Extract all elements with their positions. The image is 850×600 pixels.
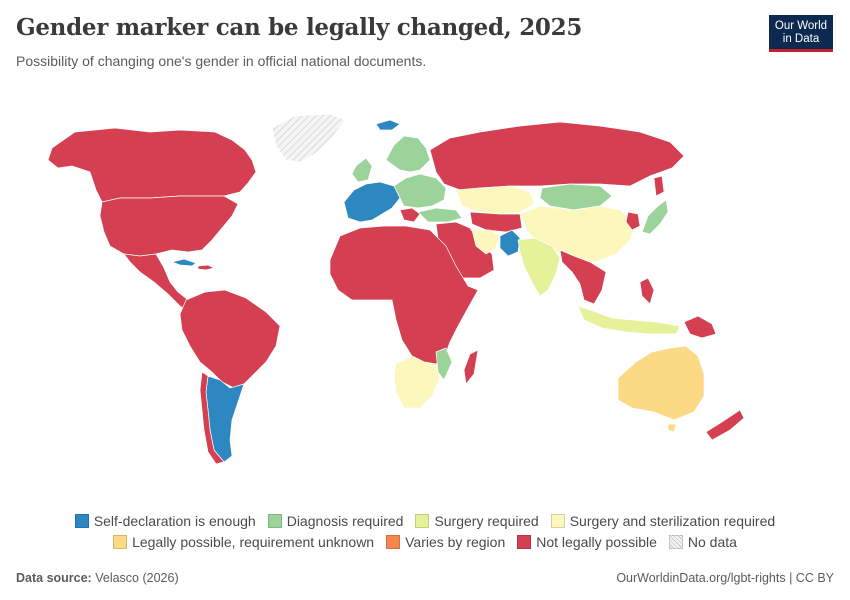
legend-swatch <box>74 514 89 528</box>
footer: Data source: Velasco (2026) OurWorldinDa… <box>16 571 834 585</box>
region-united-states[interactable] <box>99 195 239 257</box>
legend-swatch <box>113 535 128 549</box>
legend-swatch <box>267 514 282 528</box>
legend-label: Surgery and sterilization required <box>569 513 776 529</box>
legend-swatch <box>386 535 401 549</box>
region-kazakhstan[interactable] <box>455 185 535 215</box>
region-russia[interactable] <box>429 121 685 191</box>
region-chile[interactable] <box>199 371 225 465</box>
region-balkans[interactable] <box>399 207 421 223</box>
region-philippines[interactable] <box>639 277 655 305</box>
region-korea[interactable] <box>625 211 641 231</box>
legend-label: Self-declaration is enough <box>93 513 256 529</box>
region-africa[interactable] <box>329 225 479 365</box>
region-western-europe[interactable] <box>343 181 401 223</box>
legend-item-varies[interactable]: Varies by region <box>386 534 505 550</box>
region-cuba[interactable] <box>171 258 197 267</box>
legend-label: Varies by region <box>405 534 506 550</box>
region-canada-alaska[interactable] <box>47 127 257 203</box>
legend-swatch <box>517 535 532 549</box>
legend-label: Surgery required <box>434 513 539 529</box>
legend-item-not-possible[interactable]: Not legally possible <box>517 534 657 550</box>
region-sakhalin[interactable] <box>653 175 665 197</box>
region-caribbean[interactable] <box>197 264 215 271</box>
region-myanmar-thailand[interactable] <box>559 249 607 305</box>
region-japan[interactable] <box>641 199 669 235</box>
legend-item-self-declaration[interactable]: Self-declaration is enough <box>74 513 256 529</box>
region-pakistan[interactable] <box>499 229 521 257</box>
logo-line-2: in Data <box>782 33 820 45</box>
legend-label: Diagnosis required <box>286 513 404 529</box>
legend-row-2: Legally possible, requirement unknown Va… <box>0 534 850 550</box>
region-tasmania[interactable] <box>667 423 677 433</box>
region-india[interactable] <box>517 237 561 297</box>
owid-logo[interactable]: Our World in Data <box>769 15 833 52</box>
region-australia[interactable] <box>617 345 705 421</box>
legend-item-diagnosis[interactable]: Diagnosis required <box>267 513 404 529</box>
region-south-america-north[interactable] <box>179 289 281 389</box>
legend-label: Not legally possible <box>536 534 657 550</box>
region-southern-africa[interactable] <box>393 355 441 409</box>
region-papua-new-guinea[interactable] <box>683 315 717 339</box>
world-map[interactable] <box>0 100 850 500</box>
region-central-asia[interactable] <box>469 211 523 233</box>
region-scandinavia[interactable] <box>385 135 431 173</box>
region-uk-ireland[interactable] <box>351 157 373 183</box>
region-iran-afghanistan[interactable] <box>471 229 501 255</box>
chart-title: Gender marker can be legally changed, 20… <box>16 14 583 41</box>
source-value[interactable]: Velasco (2026) <box>95 571 179 585</box>
legend-item-surgery-sterilization[interactable]: Surgery and sterilization required <box>550 513 776 529</box>
legend-label: Legally possible, requirement unknown <box>132 534 375 550</box>
legend-swatch <box>668 535 683 549</box>
legend-item-no-data[interactable]: No data <box>668 534 737 550</box>
region-mozambique[interactable] <box>435 347 453 381</box>
region-greenland[interactable] <box>271 113 346 163</box>
region-indonesia[interactable] <box>577 305 681 335</box>
region-new-zealand[interactable] <box>705 409 745 441</box>
region-iceland[interactable] <box>375 119 401 131</box>
legend-swatch <box>550 514 565 528</box>
legend-swatch <box>415 514 430 528</box>
legend-label: No data <box>687 534 737 550</box>
logo-line-1: Our World <box>774 20 828 32</box>
legend-item-surgery[interactable]: Surgery required <box>415 513 539 529</box>
region-turkey[interactable] <box>417 207 463 223</box>
region-madagascar[interactable] <box>463 349 479 385</box>
region-central-eastern-europe[interactable] <box>393 173 447 209</box>
source-url[interactable]: OurWorldinData.org/lgbt-rights | CC BY <box>616 571 834 585</box>
legend: Self-declaration is enough Diagnosis req… <box>0 513 850 555</box>
legend-row-1: Self-declaration is enough Diagnosis req… <box>0 513 850 529</box>
legend-item-unknown[interactable]: Legally possible, requirement unknown <box>113 534 374 550</box>
source-label: Data source: <box>16 571 92 585</box>
chart-subtitle: Possibility of changing one's gender in … <box>16 53 427 69</box>
